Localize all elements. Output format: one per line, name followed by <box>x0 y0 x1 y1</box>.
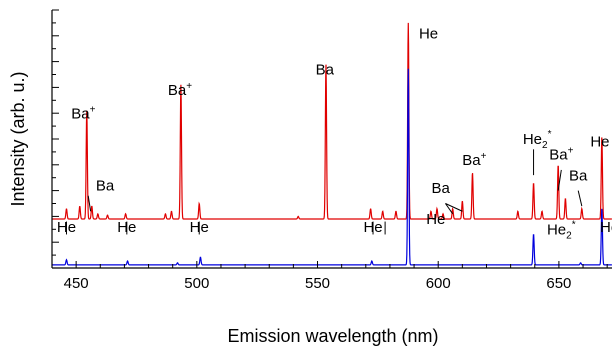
x-tick-label: 600 <box>426 275 451 292</box>
peak-label: Ba <box>96 178 115 195</box>
peak-label: He <box>590 134 609 151</box>
peak-label: Ba <box>316 62 335 79</box>
leader-line <box>577 190 583 207</box>
peak-label: Ba+ <box>71 104 95 122</box>
x-tick-label: 450 <box>64 275 89 292</box>
leader-line <box>445 203 454 215</box>
peak-label: Ba+ <box>462 151 486 169</box>
y-axis-title: Intensity (arb. u.) <box>8 71 28 206</box>
series-line-1 <box>52 68 612 266</box>
leader-line <box>87 195 92 212</box>
peak-label: Ba <box>569 167 588 184</box>
peak-label: He <box>419 25 438 42</box>
leader-line <box>557 169 562 191</box>
series-line-0 <box>52 22 612 220</box>
peak-label: He2* <box>523 129 552 151</box>
x-axis-title: Emission wavelength (nm) <box>227 326 438 346</box>
leader-line <box>445 203 463 212</box>
peak-label: He2* <box>547 219 576 241</box>
x-tick-label: 500 <box>184 275 209 292</box>
x-tick-label: 550 <box>305 275 330 292</box>
peak-label: He <box>426 211 445 228</box>
x-tick-label: 650 <box>546 275 571 292</box>
peak-label: Ba+ <box>168 81 192 99</box>
peak-label: Ba+ <box>549 146 573 164</box>
peak-label: Ba <box>431 180 450 197</box>
peak-label: He <box>600 219 612 236</box>
